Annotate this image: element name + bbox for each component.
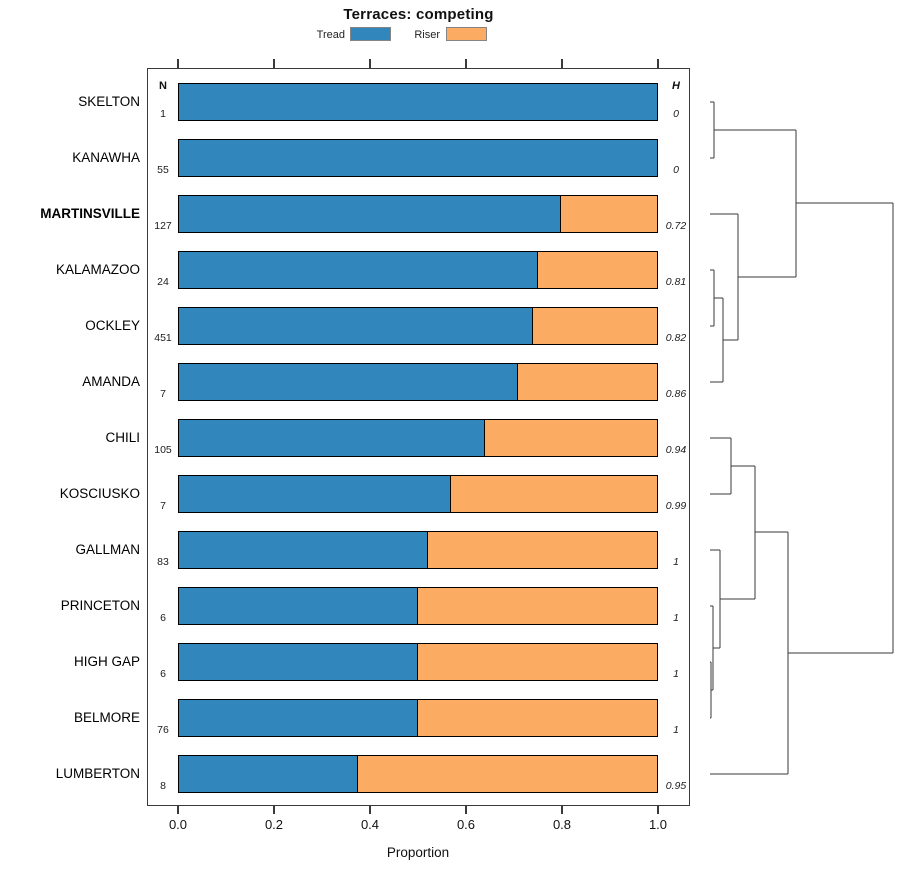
stacked-bar <box>178 83 658 121</box>
x-axis-label: Proportion <box>386 845 450 860</box>
row-label: AMANDA <box>82 374 140 389</box>
row-label: KANAWHA <box>72 150 140 165</box>
axis-tick-bottom <box>177 806 179 814</box>
n-value: 8 <box>160 780 166 792</box>
axis-tick-bottom <box>369 806 371 814</box>
stacked-bar <box>178 363 658 401</box>
legend-label-riser: Riser <box>414 29 440 41</box>
row-label: LUMBERTON <box>55 766 140 781</box>
axis-tick-top <box>561 59 563 68</box>
row-label: KALAMAZOO <box>55 262 140 277</box>
tread-segment <box>179 364 519 400</box>
h-value: 0.82 <box>665 332 687 344</box>
row-label: SKELTON <box>78 94 140 109</box>
stacked-bar <box>178 307 658 345</box>
row-label: OCKLEY <box>85 318 140 333</box>
n-value: 451 <box>154 332 172 344</box>
legend-swatch-tread <box>350 27 391 41</box>
axis-tick-label: 0.4 <box>360 817 380 832</box>
tread-segment <box>179 196 562 232</box>
axis-tick-label: 1.0 <box>648 817 668 832</box>
n-value: 7 <box>160 500 166 512</box>
row-label: BELMORE <box>73 710 140 725</box>
axis-tick-label: 0.6 <box>456 817 476 832</box>
stacked-bar <box>178 755 658 793</box>
h-value: 0.81 <box>665 276 687 288</box>
axis-tick-top <box>177 59 179 68</box>
stacked-bar <box>178 475 658 513</box>
axis-tick-label: 0.0 <box>168 817 188 832</box>
tread-segment <box>179 140 657 176</box>
legend-label-tread: Tread <box>316 29 345 41</box>
n-value: 76 <box>157 724 169 736</box>
tread-segment <box>179 308 533 344</box>
n-value: 1 <box>160 108 166 120</box>
stacked-bar <box>178 419 658 457</box>
axis-tick-top <box>369 59 371 68</box>
h-value: 1 <box>673 556 679 568</box>
stacked-bar <box>178 643 658 681</box>
h-value: 0 <box>673 164 679 176</box>
row-label: GALLMAN <box>75 542 140 557</box>
row-label: KOSCIUSKO <box>59 486 140 501</box>
axis-tick-bottom <box>657 806 659 814</box>
tread-segment <box>179 644 418 680</box>
n-value: 105 <box>154 444 172 456</box>
axis-tick-label: 0.2 <box>264 817 284 832</box>
h-value: 0.72 <box>665 220 687 232</box>
row-label: MARTINSVILLE <box>40 206 140 221</box>
stacked-bar <box>178 139 658 177</box>
stacked-bar <box>178 251 658 289</box>
tread-segment <box>179 756 359 792</box>
axis-tick-top <box>465 59 467 68</box>
n-value: 24 <box>157 276 169 288</box>
row-label: PRINCETON <box>60 598 140 613</box>
tread-segment <box>179 700 418 736</box>
n-value: 127 <box>154 220 172 232</box>
axis-tick-bottom <box>561 806 563 814</box>
h-value: 0.95 <box>665 780 687 792</box>
tread-segment <box>179 84 657 120</box>
n-value: 7 <box>160 388 166 400</box>
chart-title: Terraces: competing <box>343 6 494 23</box>
row-label: HIGH GAP <box>73 654 140 669</box>
n-value: 55 <box>157 164 169 176</box>
h-value: 0.94 <box>665 444 687 456</box>
n-value: 6 <box>160 668 166 680</box>
tread-segment <box>179 532 428 568</box>
h-value: 1 <box>673 612 679 624</box>
stacked-bar <box>178 195 658 233</box>
legend-swatch-riser <box>446 27 487 41</box>
column-header-h: H <box>672 80 680 92</box>
h-value: 0.99 <box>665 500 687 512</box>
h-value: 1 <box>673 724 679 736</box>
stacked-bar <box>178 587 658 625</box>
axis-tick-label: 0.8 <box>552 817 572 832</box>
tread-segment <box>179 588 418 624</box>
h-value: 1 <box>673 668 679 680</box>
axis-tick-top <box>657 59 659 68</box>
tread-segment <box>179 476 452 512</box>
axis-tick-bottom <box>273 806 275 814</box>
h-value: 0.86 <box>665 388 687 400</box>
tread-segment <box>179 252 538 288</box>
tread-segment <box>179 420 485 456</box>
n-value: 83 <box>157 556 169 568</box>
axis-tick-bottom <box>465 806 467 814</box>
stacked-bar <box>178 531 658 569</box>
row-label: CHILI <box>105 430 140 445</box>
axis-tick-top <box>273 59 275 68</box>
n-value: 6 <box>160 612 166 624</box>
stacked-bar <box>178 699 658 737</box>
h-value: 0 <box>673 108 679 120</box>
column-header-n: N <box>159 80 167 92</box>
